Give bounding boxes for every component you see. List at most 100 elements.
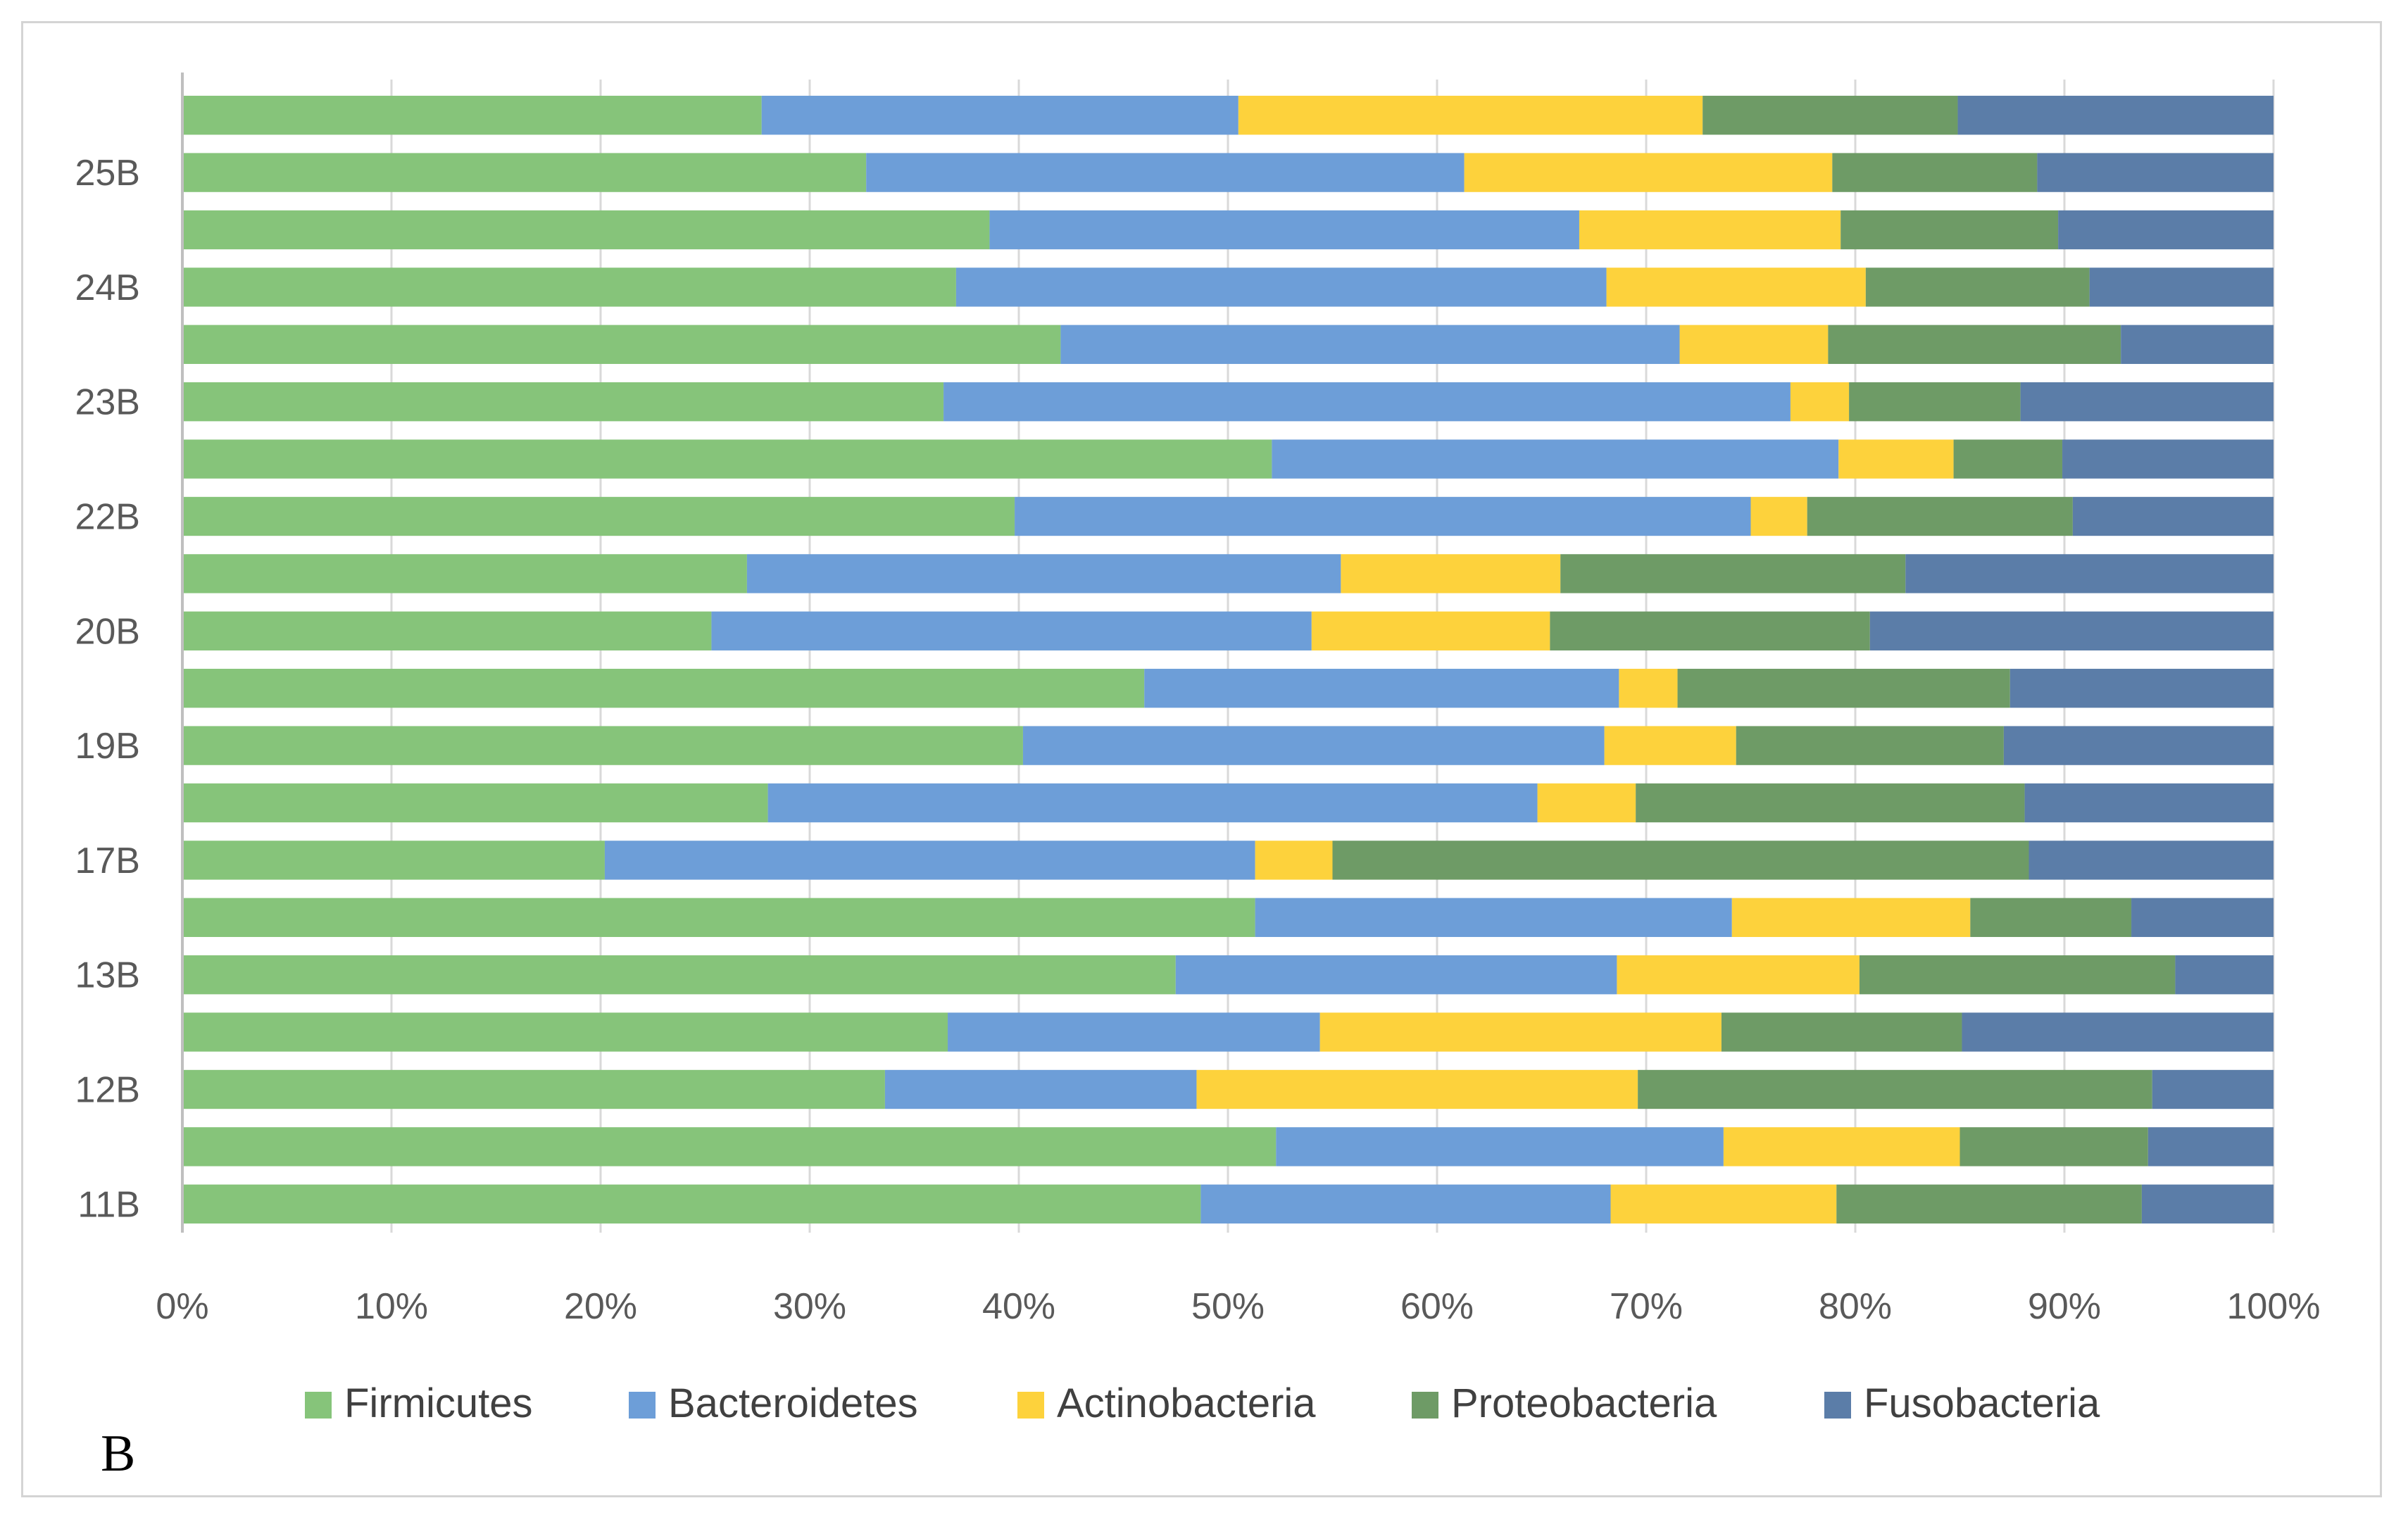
bar-segment-actinobacteria <box>1604 726 1736 765</box>
legend-swatch-actinobacteria <box>1017 1392 1044 1419</box>
bar-segment-fusobacteria <box>1962 1012 2274 1052</box>
x-tick-label: 30% <box>773 1286 846 1327</box>
bar-segment-bacteroidetes <box>884 1069 1197 1109</box>
legend-label-firmicutes: Firmicutes <box>344 1381 532 1426</box>
legend-label-proteobacteria: Proteobacteria <box>1451 1381 1717 1426</box>
bar-segment-bacteroidetes <box>1276 1127 1724 1166</box>
bar-segment-proteobacteria <box>1332 841 2029 880</box>
bar-segment-actinobacteria <box>1537 783 1636 823</box>
bar-segment-firmicutes <box>182 669 1145 708</box>
bar-segment-fusobacteria <box>2147 1127 2274 1166</box>
bar-segment-actinobacteria <box>1731 898 1971 937</box>
bar-segment-actinobacteria <box>1619 669 1678 708</box>
legend-swatch-firmicutes <box>305 1392 332 1419</box>
bar-segment-fusobacteria <box>1957 96 2274 135</box>
bar-segment-bacteroidetes <box>1022 726 1605 765</box>
bar-segment-fusobacteria <box>2003 726 2274 765</box>
bar-segment-actinobacteria <box>1196 1069 1638 1109</box>
bar-segment-firmicutes <box>182 96 762 135</box>
bar-segment-actinobacteria <box>1610 1184 1837 1224</box>
legend-swatch-proteobacteria <box>1412 1392 1438 1419</box>
bar-segment-firmicutes <box>182 496 1015 536</box>
bars <box>182 96 2274 1224</box>
bar-segment-proteobacteria <box>1736 726 2004 765</box>
bar-segment-proteobacteria <box>1550 611 1870 650</box>
bar-segment-proteobacteria <box>1959 1127 2148 1166</box>
bar-segment-fusobacteria <box>2175 955 2274 995</box>
x-tick-label: 90% <box>2028 1286 2101 1327</box>
legend-label-bacteroidetes: Bacteroidetes <box>668 1381 918 1426</box>
bar-segment-bacteroidetes <box>604 841 1255 880</box>
bar-segment-actinobacteria <box>1238 96 1703 135</box>
bar-segment-firmicutes <box>182 726 1023 765</box>
bar-segment-firmicutes <box>182 1127 1277 1166</box>
bar-segment-proteobacteria <box>1807 496 2073 536</box>
bar-segment-actinobacteria <box>1790 382 1850 422</box>
bar-segment-fusobacteria <box>2121 325 2274 364</box>
bar-segment-fusobacteria <box>2058 210 2274 250</box>
x-tick-label: 80% <box>1819 1286 1892 1327</box>
y-tick-labels: 11B 12B 13B 17B 19B 20B 22B 23B 24B 25B <box>75 153 140 1225</box>
bar-segment-proteobacteria <box>1702 96 1958 135</box>
bar-segment-firmicutes <box>182 382 944 422</box>
legend-swatch-fusobacteria <box>1824 1392 1851 1419</box>
y-tick-label: 25B <box>75 153 140 194</box>
bar-segment-actinobacteria <box>1617 955 1860 995</box>
bar-segment-proteobacteria <box>1638 1069 2152 1109</box>
bar-segment-bacteroidetes <box>711 611 1312 650</box>
panel-label: B <box>101 1425 136 1483</box>
bar-segment-actinobacteria <box>1679 325 1829 364</box>
bar-segment-proteobacteria <box>1836 1184 2142 1224</box>
x-tick-label: 40% <box>982 1286 1055 1327</box>
x-tick-label: 0% <box>156 1286 208 1327</box>
bar-segment-proteobacteria <box>1828 325 2121 364</box>
bar-segment-actinobacteria <box>1311 611 1550 650</box>
bar-segment-bacteroidetes <box>1200 1184 1611 1224</box>
bar-segment-bacteroidetes <box>1175 955 1617 995</box>
bar-segment-actinobacteria <box>1750 496 1807 536</box>
bar-segment-proteobacteria <box>1970 898 2132 937</box>
bar-segment-bacteroidetes <box>1060 325 1680 364</box>
y-tick-label: 11B <box>77 1184 140 1225</box>
y-tick-label: 20B <box>75 611 140 652</box>
bar-segment-actinobacteria <box>1255 841 1333 880</box>
y-tick-label: 22B <box>75 497 140 538</box>
y-tick-label: 19B <box>75 726 140 767</box>
x-tick-label: 60% <box>1400 1286 1474 1327</box>
bar-segment-firmicutes <box>182 1012 948 1052</box>
bar-segment-firmicutes <box>182 783 768 823</box>
bar-segment-fusobacteria <box>2028 841 2274 880</box>
bar-segment-bacteroidetes <box>761 96 1239 135</box>
y-tick-label: 12B <box>75 1070 140 1111</box>
bar-segment-bacteroidetes <box>955 268 1607 307</box>
bar-segment-proteobacteria <box>1636 783 2025 823</box>
gridlines <box>181 80 2275 1233</box>
bar-segment-bacteroidetes <box>1144 669 1619 708</box>
bar-segment-firmicutes <box>182 611 712 650</box>
bar-segment-firmicutes <box>182 955 1176 995</box>
bar-segment-actinobacteria <box>1606 268 1866 307</box>
bar-segment-fusobacteria <box>2037 153 2274 192</box>
bar-segment-fusobacteria <box>1869 611 2274 650</box>
y-tick-label: 17B <box>75 841 140 881</box>
bar-segment-bacteroidetes <box>767 783 1538 823</box>
bar-segment-proteobacteria <box>1859 955 2176 995</box>
bar-segment-bacteroidetes <box>943 382 1791 422</box>
legend-label-actinobacteria: Actinobacteria <box>1057 1381 1316 1426</box>
legend-swatch-bacteroidetes <box>629 1392 656 1419</box>
bar-segment-fusobacteria <box>2089 268 2274 307</box>
x-tick-label: 50% <box>1191 1286 1265 1327</box>
bar-segment-firmicutes <box>182 439 1272 479</box>
legend: Firmicutes Bacteroidetes Actinobacteria Pro… <box>305 1381 2100 1426</box>
bar-segment-actinobacteria <box>1579 210 1841 250</box>
bar-segment-firmicutes <box>182 554 747 593</box>
bar-segment-bacteroidetes <box>866 153 1465 192</box>
bar-segment-firmicutes <box>182 210 990 250</box>
bar-segment-fusobacteria <box>2072 496 2274 536</box>
bar-segment-firmicutes <box>182 1184 1201 1224</box>
bar-segment-bacteroidetes <box>1272 439 1839 479</box>
bar-segment-fusobacteria <box>2024 783 2274 823</box>
legend-label-fusobacteria: Fusobacteria <box>1864 1381 2100 1426</box>
y-tick-label: 13B <box>75 955 140 996</box>
figure-frame: 11B 12B 13B 17B 19B 20B 22B 23B 24B 25B 0% 10% 20% 3… <box>21 21 2382 1497</box>
